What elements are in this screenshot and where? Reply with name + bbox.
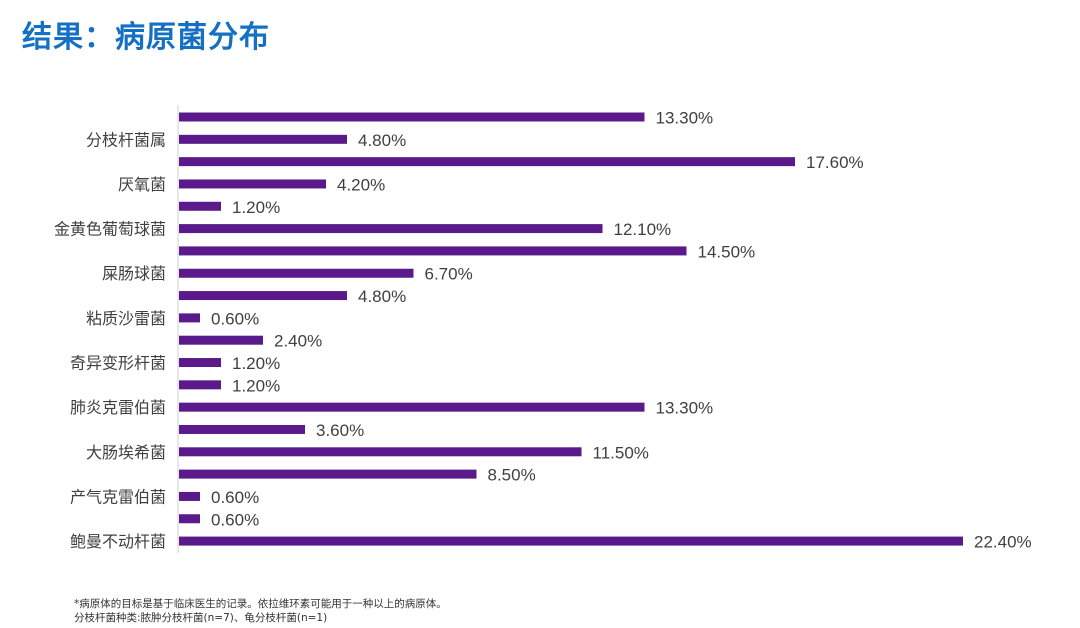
data-label: 8.50% — [488, 466, 536, 485]
bar — [179, 536, 963, 546]
data-label: 1.20% — [232, 198, 280, 217]
data-label: 1.20% — [232, 376, 280, 395]
bar — [179, 313, 200, 323]
data-label: 12.10% — [614, 220, 672, 239]
data-label: 4.80% — [358, 287, 406, 306]
data-label: 2.40% — [274, 332, 322, 351]
data-label: 22.40% — [974, 533, 1032, 552]
category-label: 粘质沙雷菌 — [86, 309, 166, 328]
data-label: 13.30% — [656, 109, 714, 128]
bar — [179, 201, 221, 211]
category-label: 屎肠球菌 — [102, 264, 166, 283]
data-label: 13.30% — [656, 399, 714, 418]
page-title: 结果：病原菌分布 — [22, 20, 270, 55]
data-label: 0.60% — [211, 488, 259, 507]
data-label: 11.50% — [593, 443, 649, 462]
data-label: 4.20% — [337, 175, 385, 194]
footnote-1: *病原体的目标是基于临床医生的记录。依拉维环素可能用于一种以上的病原体。 — [74, 598, 447, 610]
bar — [179, 358, 221, 368]
footnote-2: 分枝杆菌种类:脓肿分枝杆菌(n=7)、龟分枝杆菌(n=1) — [74, 612, 328, 624]
bar — [179, 514, 200, 524]
bar — [179, 157, 795, 167]
bar — [179, 112, 645, 122]
bar — [179, 291, 347, 301]
data-label: 17.60% — [806, 153, 864, 172]
category-label: 大肠埃希菌 — [86, 443, 166, 462]
data-label: 14.50% — [698, 242, 756, 261]
bar — [179, 335, 263, 345]
category-label: 奇异变形杆菌 — [70, 354, 166, 373]
category-label: 分枝杆菌属 — [86, 130, 166, 149]
data-label: 4.80% — [358, 131, 406, 150]
bar — [179, 469, 477, 479]
category-label: 鲍曼不动杆菌 — [70, 532, 166, 551]
data-label: 1.20% — [232, 354, 280, 373]
data-label: 3.60% — [316, 421, 364, 440]
category-label: 金黄色葡萄球菌 — [54, 220, 166, 239]
bar — [179, 424, 305, 434]
bar — [179, 402, 645, 412]
bar — [179, 268, 414, 278]
bar — [179, 224, 603, 234]
data-label: 0.60% — [211, 309, 259, 328]
category-label: 产气克雷伯菌 — [70, 487, 166, 506]
bar — [179, 491, 200, 501]
bar — [179, 134, 347, 144]
category-label: 肺炎克雷伯菌 — [70, 398, 166, 417]
category-label: 厌氧菌 — [118, 175, 166, 194]
bar — [179, 246, 687, 256]
bar — [179, 179, 326, 189]
bar — [179, 380, 221, 390]
data-label: 0.60% — [211, 510, 259, 529]
bar — [179, 447, 582, 457]
data-label: 6.70% — [425, 265, 473, 284]
